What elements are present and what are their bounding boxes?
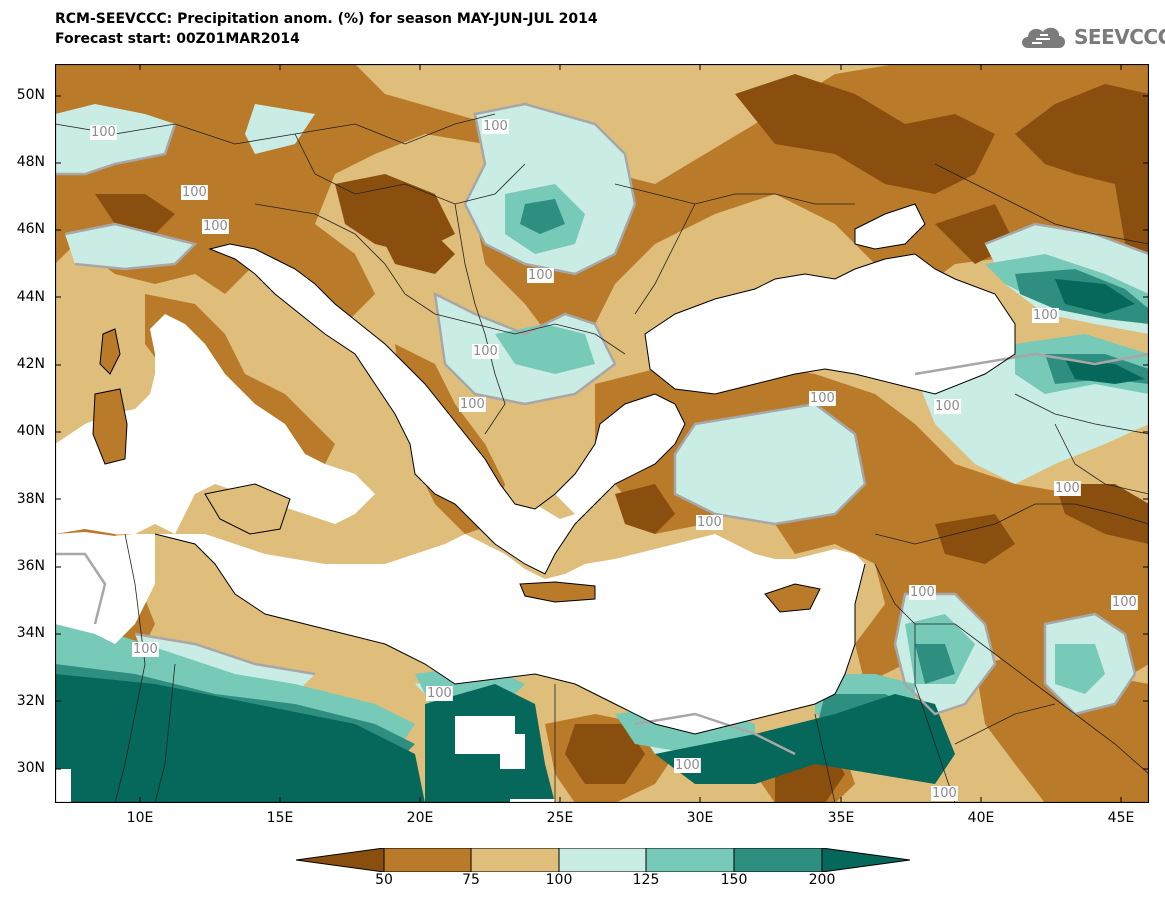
lat-label: 32N (16, 693, 45, 709)
contour-label: 100 (675, 758, 700, 773)
lon-ticks (139, 64, 1122, 803)
contour-label: 100 (91, 125, 116, 140)
contour-label-bg (472, 344, 499, 359)
colorbar-below-50 (296, 848, 385, 872)
black-sea (645, 254, 1015, 394)
lon-label: 10E (126, 810, 154, 826)
contour-label-bg (909, 585, 936, 600)
lat-label: 44N (16, 289, 45, 305)
lat-label: 42N (16, 356, 45, 372)
sea-of-azov (855, 204, 925, 249)
corsica (100, 329, 120, 374)
lon-label: 20E (406, 810, 434, 826)
colorbar-100-125 (558, 848, 647, 872)
contour-label-bg (482, 119, 509, 134)
contour-label-bg (90, 125, 117, 140)
sardinia (93, 389, 127, 464)
cyprus (765, 584, 820, 612)
contour-label: 100 (1112, 595, 1137, 610)
contour-100 (55, 102, 1149, 756)
contour-label: 100 (910, 585, 935, 600)
forecast-start: Forecast start: 00Z01MAR2014 (55, 31, 300, 47)
contour-label-bg (1054, 481, 1081, 496)
contour-label: 100 (810, 391, 835, 406)
contour-label: 100 (1055, 481, 1080, 496)
contour-label-bg (934, 399, 961, 414)
contour-labels: 100 100 100 100 100 100 100 100 100 100 … (90, 119, 1138, 801)
title-block: RCM-SEEVCCC: Precipitation anom. (%) for… (55, 9, 598, 49)
lat-label: 46N (16, 221, 45, 237)
contour-label-bg (931, 786, 958, 801)
lat-label: 36N (16, 558, 45, 574)
lat-label: 34N (16, 625, 45, 641)
lon-label: 25E (546, 810, 574, 826)
contour-label: 100 (935, 399, 960, 414)
evia (525, 484, 575, 519)
colorbar-label: 150 (720, 872, 748, 888)
colorbar-label: 100 (545, 872, 573, 888)
colorbar-125-150 (645, 848, 735, 872)
colorbar-75-100 (470, 848, 560, 872)
lon-label: 40E (967, 810, 995, 826)
contour-label: 100 (528, 268, 553, 283)
seevccc-logo: SEEVCCC (1018, 20, 1165, 54)
contour-label-bg (1032, 308, 1059, 323)
colorbar-label: 75 (462, 872, 480, 888)
contour-label: 100 (182, 185, 207, 200)
colorbar-150-200 (733, 848, 823, 872)
contour-label: 100 (932, 786, 957, 801)
precipitation-anomaly-map: 100 100 100 100 100 100 100 100 100 100 … (55, 64, 1149, 803)
contour-label-bg (202, 219, 229, 234)
colorbar-label: 125 (632, 872, 660, 888)
contour-label-bg (1111, 595, 1138, 610)
sea-areas (55, 204, 1015, 734)
lat-label: 38N (16, 491, 45, 507)
contour-label-bg (426, 686, 453, 701)
colorbar-label: 200 (808, 872, 836, 888)
contour-label-bg (181, 185, 208, 200)
map-title: RCM-SEEVCCC: Precipitation anom. (%) for… (55, 11, 598, 27)
lon-label: 45E (1107, 810, 1135, 826)
lat-label: 50N (16, 87, 45, 103)
contour-label: 100 (473, 344, 498, 359)
contour-label-bg (132, 642, 159, 657)
logo-text: SEEVCCC (1074, 25, 1165, 49)
lon-label: 30E (686, 810, 714, 826)
coastlines (92, 203, 1016, 735)
contour-label: 100 (133, 642, 158, 657)
colorbar-label: 50 (375, 872, 393, 888)
colorbar-above-200 (821, 848, 910, 872)
map-border (55, 64, 1149, 803)
lat-label: 30N (16, 760, 45, 776)
colorbar (296, 848, 910, 872)
islands (93, 329, 820, 612)
contour-label-bg (527, 268, 554, 283)
contour-label-bg (809, 391, 836, 406)
lat-label: 48N (16, 154, 45, 170)
lon-label: 35E (827, 810, 855, 826)
anomaly-below-50 (95, 74, 1149, 803)
contour-label-bg (696, 515, 723, 530)
contour-label: 100 (203, 219, 228, 234)
lat-ticks (55, 95, 1149, 770)
crete (520, 582, 595, 602)
contour-label: 100 (427, 686, 452, 701)
mediterranean-sea (55, 244, 865, 734)
contour-label: 100 (697, 515, 722, 530)
contour-label-bg (674, 758, 701, 773)
lat-label: 40N (16, 423, 45, 439)
country-borders (55, 113, 1149, 803)
cloud-icon (1022, 27, 1065, 48)
colorbar-50-75 (383, 848, 472, 872)
contour-label: 100 (460, 397, 485, 412)
sicily (205, 484, 290, 534)
contour-label: 100 (1033, 308, 1058, 323)
lon-label: 15E (266, 810, 294, 826)
contour-label-bg (459, 397, 486, 412)
contour-label: 100 (483, 119, 508, 134)
